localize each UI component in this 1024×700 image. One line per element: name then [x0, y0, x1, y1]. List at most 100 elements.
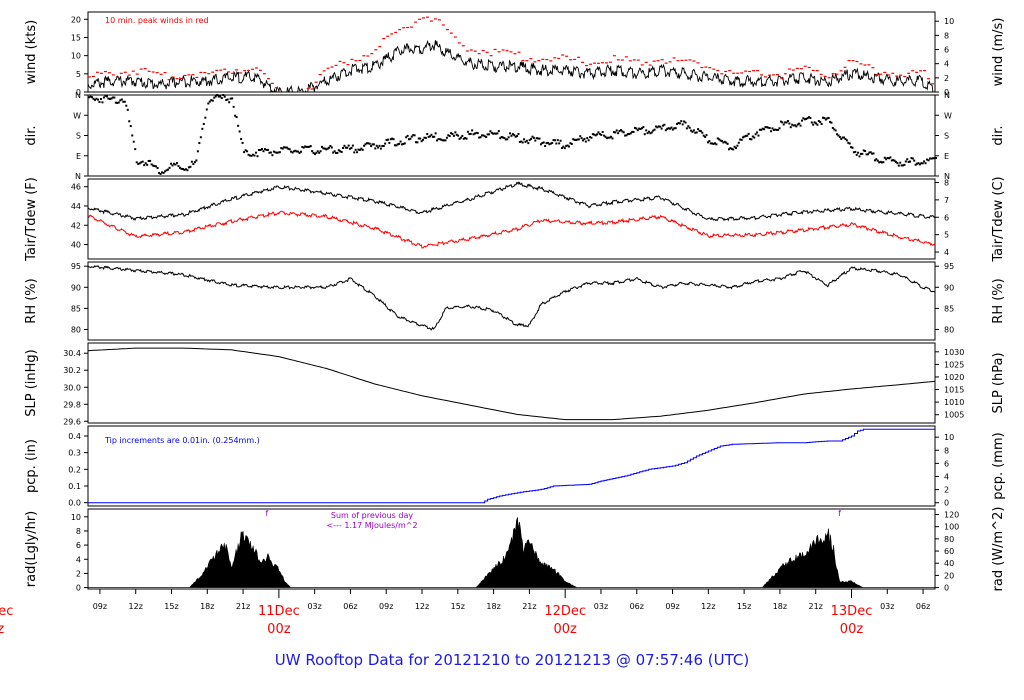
direction-point [566, 144, 569, 147]
direction-point [711, 142, 714, 145]
direction-point [869, 151, 872, 154]
x-tick-label: 03z [880, 602, 894, 611]
direction-point [833, 128, 836, 131]
y-tick-label: 15 [71, 33, 81, 42]
series-line-slp [87, 347, 936, 421]
direction-point [736, 144, 739, 147]
direction-point [577, 138, 580, 141]
direction-point [457, 134, 460, 137]
y-tick-label: W [73, 111, 81, 120]
direction-point [447, 134, 450, 137]
direction-point [396, 143, 399, 146]
direction-point [817, 120, 820, 123]
direction-point [539, 143, 542, 146]
direction-point [882, 161, 885, 164]
y-tick-label: 2 [76, 569, 81, 578]
direction-point [720, 140, 723, 143]
y-tick-label: 0.1 [68, 482, 81, 491]
direction-point [327, 146, 330, 149]
direction-point [873, 159, 876, 162]
direction-point [346, 146, 349, 149]
direction-point [753, 136, 756, 139]
direction-point [625, 134, 628, 137]
direction-point [570, 142, 573, 145]
direction-point [256, 155, 259, 158]
direction-point [350, 146, 353, 149]
direction-point [92, 97, 95, 100]
direction-point [926, 158, 929, 161]
direction-point [737, 141, 740, 144]
y-tick-label: S [76, 132, 81, 141]
direction-point [403, 142, 406, 145]
direction-point [580, 137, 583, 140]
direction-point [673, 127, 676, 130]
direction-point [559, 139, 562, 142]
direction-point [914, 163, 917, 166]
y-tick-label-right: 10 [944, 17, 954, 26]
direction-point [116, 102, 119, 105]
direction-point [749, 138, 752, 141]
y-tick-label-right: 1030 [944, 348, 964, 357]
direction-point [252, 153, 255, 156]
direction-point [521, 141, 524, 144]
direction-point [586, 137, 589, 140]
direction-point [652, 129, 655, 132]
direction-point [685, 127, 688, 130]
direction-point [147, 160, 150, 163]
direction-point [398, 142, 401, 145]
direction-point [843, 136, 846, 139]
direction-point [933, 157, 936, 160]
direction-point [841, 136, 844, 139]
direction-point [879, 160, 882, 163]
direction-point [219, 95, 222, 98]
direction-point [645, 129, 648, 132]
rad-annotation-line1: Sum of previous day [331, 511, 413, 520]
direction-point [903, 163, 906, 166]
y-tick-label-right: 4 [944, 60, 949, 69]
direction-point [509, 132, 512, 135]
y-tick-label: 29.8 [63, 400, 81, 409]
direction-point [326, 147, 329, 150]
direction-point [778, 127, 781, 130]
direction-point [663, 123, 666, 126]
direction-point [450, 132, 453, 135]
direction-point [770, 130, 773, 133]
y-tick-label: 8 [76, 527, 81, 536]
direction-point [320, 145, 323, 148]
direction-point [598, 132, 601, 135]
direction-point [715, 143, 718, 146]
y-tick-label-right: 4 [944, 248, 949, 257]
direction-point [756, 131, 759, 134]
direction-point [445, 136, 448, 139]
direction-point [795, 125, 798, 128]
x-tick-label: 12z [701, 602, 715, 611]
direction-point [706, 141, 709, 144]
direction-point [400, 143, 403, 146]
direction-point [659, 125, 662, 128]
direction-point [315, 151, 318, 154]
direction-point [451, 132, 454, 135]
direction-point [475, 131, 478, 134]
direction-point [371, 143, 374, 146]
direction-point [416, 141, 419, 144]
direction-point [902, 164, 905, 167]
y-tick-label-right: 8 [944, 31, 949, 40]
direction-point [170, 162, 173, 165]
direction-point [333, 150, 336, 153]
direction-point [377, 146, 380, 149]
y-tick-label-right: N [944, 91, 950, 100]
direction-point [195, 159, 198, 162]
x-tick-label: 09z [665, 602, 679, 611]
direction-point [777, 128, 780, 131]
direction-point [313, 153, 316, 156]
direction-point [771, 127, 774, 130]
y-tick-label-right: 20 [944, 571, 954, 580]
direction-point [462, 137, 465, 140]
direction-point [765, 126, 768, 129]
direction-point [718, 138, 721, 141]
direction-point [146, 163, 149, 166]
direction-point [143, 164, 146, 167]
direction-point [610, 135, 613, 138]
y-tick-label-right: 2 [944, 74, 949, 83]
direction-point [152, 164, 155, 167]
